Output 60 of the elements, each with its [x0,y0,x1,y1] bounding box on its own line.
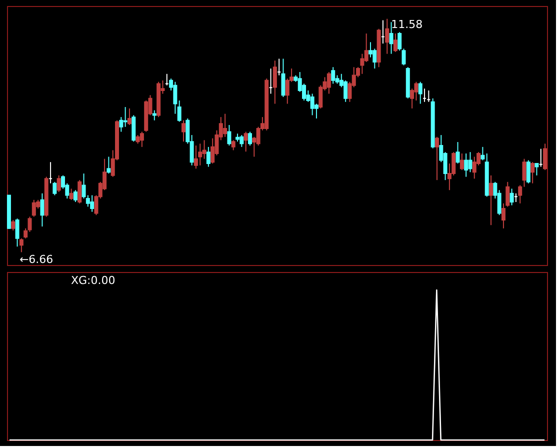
candlestick [90,194,94,212]
candlestick [331,66,336,84]
candlestick [272,60,277,104]
candlestick [281,58,286,98]
candlestick [182,120,186,142]
candlestick [11,219,16,231]
candlestick [460,152,464,171]
candlestick [364,33,368,62]
candlestick [480,146,485,161]
candlestick [434,136,439,181]
candlestick [152,110,156,121]
candlestick [19,238,24,253]
candlestick [173,81,178,114]
candlestick [534,163,539,176]
candlestick [198,143,202,166]
candlestick [52,181,57,196]
candlestick [456,142,460,164]
candlestick [464,152,468,178]
candlestick [248,131,252,146]
candlestick [56,174,61,192]
candlestick [240,134,244,148]
candlestick [28,216,32,232]
annotation: 11.58 [391,18,423,31]
candlestick [227,124,232,146]
candlestick [140,131,144,148]
candlestick [468,152,472,173]
text: ←6.66 [19,253,54,266]
candlestick [244,131,248,152]
candlestick [472,156,476,180]
candlestick [15,218,20,248]
candlestick [69,188,74,200]
candlestick [40,192,44,227]
candlestick [206,146,210,168]
candlestick [385,18,390,54]
candlestick [360,53,364,74]
candlestick [24,228,28,239]
candlestick [318,84,323,109]
candlestick [78,180,82,204]
candlestick [106,156,111,174]
candlestick [489,174,494,226]
chart-title: XG:0.00 [71,274,116,287]
candlestick [326,72,331,94]
candlestick [223,113,228,138]
candlestick [310,93,314,116]
candlestick [127,108,132,126]
candlestick [526,160,530,184]
candlestick [119,116,124,132]
candlestick [73,190,78,202]
candlestick [393,33,398,52]
candlestick [202,140,206,160]
candlestick [231,140,236,151]
candlestick [389,22,394,54]
candlestick [177,100,182,122]
candlestick [418,81,422,104]
candlestick [510,188,514,206]
candlestick [194,145,198,170]
candlestick [530,162,535,184]
candlestick [132,114,136,142]
candlestick [543,143,548,171]
candlestick [32,199,36,218]
